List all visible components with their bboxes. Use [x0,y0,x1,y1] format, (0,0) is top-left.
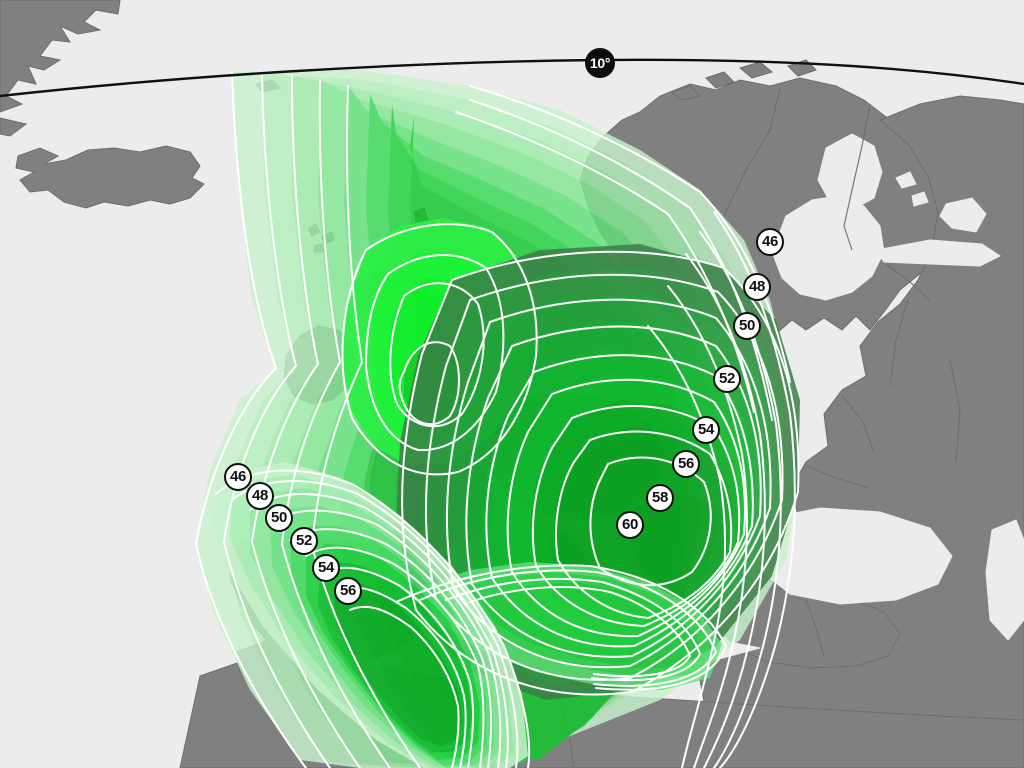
contour-label-54-ne[interactable]: 54 [692,416,720,444]
contour-line-e-50 [685,253,766,768]
contour-line-nw-48 [223,73,331,768]
contour-ring-ce-58 [531,405,741,627]
contour-line-sw-60 [335,586,467,768]
fill-sw-peak [334,582,462,746]
contour-ce-south-2 [419,569,717,687]
land-greenland-isles [0,117,28,137]
contour-ring-ce-52 [465,325,762,658]
contour-ce-south-1 [395,564,727,691]
contour-ring-brit-3 [389,282,485,428]
contour-line-sw-58 [319,566,475,768]
contour-label-48-ne[interactable]: 48 [743,273,771,301]
contour-label-54-sw[interactable]: 54 [312,554,340,582]
water-gulf-finland [875,239,1001,267]
border-sweden-finland [843,103,871,251]
border-ee-3 [805,465,869,489]
contour-line-sw-48 [231,480,519,768]
contour-ring-brit-1 [341,223,538,476]
contour-label-58-ne[interactable]: 58 [646,484,674,512]
contour-line-sw-52 [269,509,502,768]
contour-label-46-ne[interactable]: 46 [756,228,784,256]
contour-label-52-ne[interactable]: 52 [713,365,741,393]
land-greenland [0,0,121,113]
parallel-label-10[interactable]: 10° [585,48,615,78]
contour-line-nw-46 [195,71,307,768]
contour-label-48-sw[interactable]: 48 [246,482,274,510]
contour-ring-ce-54 [485,354,754,648]
contour-line-nw-54 [311,85,421,768]
parallel-line-10 [0,58,1024,98]
contour-label-56-sw[interactable]: 56 [334,577,362,605]
contour-label-50-ne[interactable]: 50 [733,312,761,340]
contour-line-ns-2 [469,99,773,421]
contour-ce-south-3 [445,577,701,682]
contour-line-group [195,71,800,768]
border-tk-1 [805,599,825,657]
land-vesteralen [738,61,774,79]
contour-line-e-54 [647,325,727,768]
contour-line-e-52 [667,285,748,768]
water-black-sea [759,507,953,605]
contour-ring-ce-60 [555,430,733,619]
contour-label-46-sw[interactable]: 46 [224,463,252,491]
border-ee-4 [949,359,961,463]
contour-line-ns-1 [469,85,791,383]
land-iceland [15,145,205,209]
contour-line-sw-46 [215,469,531,768]
contour-label-60-ne[interactable]: 60 [616,511,644,539]
water-lake-ladoga [939,197,987,233]
water-lake-small1 [895,171,917,189]
contour-ring-brit-2 [365,254,505,452]
contour-label-52-sw[interactable]: 52 [290,527,318,555]
contour-label-50-sw[interactable]: 50 [265,504,293,532]
contour-ce-south-4 [469,586,691,678]
fill-ce-s-lobe3 [480,582,700,668]
water-caspian [985,519,1024,641]
water-lake-small2 [911,191,929,207]
land-lofoten [670,85,701,101]
contour-ring-brit-4 [398,341,460,425]
contour-line-nw-50 [251,75,361,768]
contour-line-sw-54 [289,528,493,768]
border-ee-2 [841,395,875,453]
contour-line-nw-52 [281,79,391,768]
water-gulf-bothnia [817,133,883,211]
contour-ring-ce-48 [424,273,784,681]
fill-ce-peak [586,450,714,590]
border-baltic [885,263,931,301]
contour-fill-group-southwest [212,462,528,768]
border-ee-1 [889,299,909,387]
contour-line-sw-50 [249,493,509,768]
contour-line-sw-peak [349,605,460,768]
contour-line-sw-56 [305,546,485,768]
land-senja [705,71,735,89]
contour-label-56-ne[interactable]: 56 [672,450,700,478]
